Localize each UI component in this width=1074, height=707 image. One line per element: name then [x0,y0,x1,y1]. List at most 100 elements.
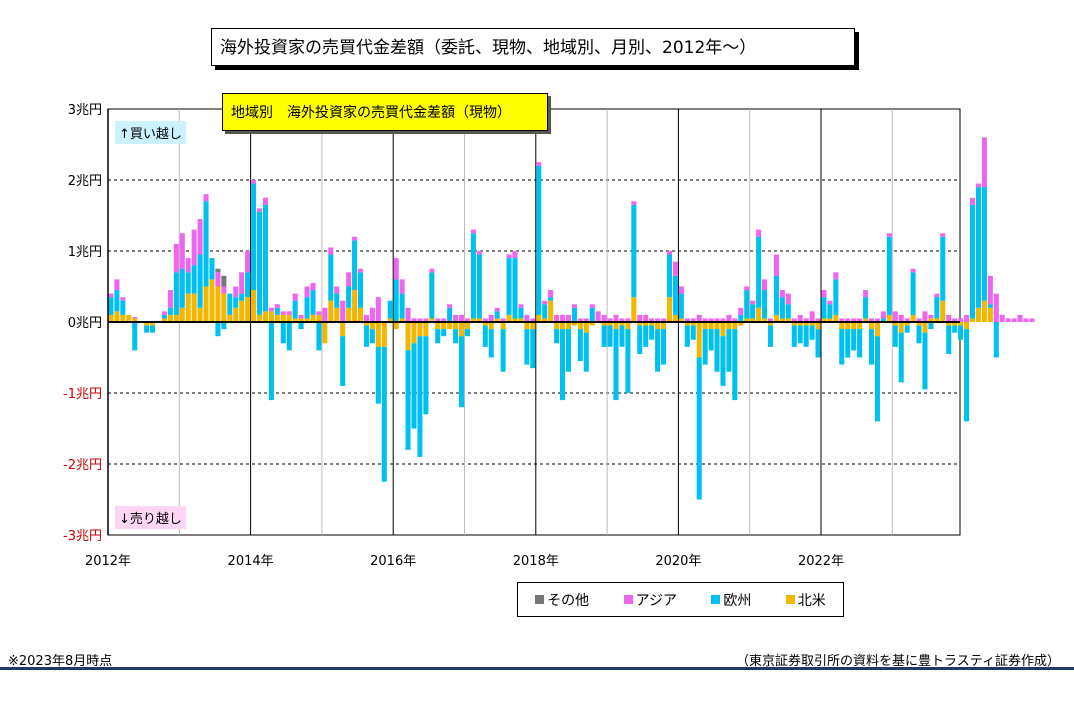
bar-segment [969,204,976,319]
buy-annotation: ↑買い越し [115,121,186,144]
bar-segment [488,329,494,358]
bar-segment [809,322,815,326]
bar-segment [791,322,797,326]
bar-segment [845,329,851,358]
bar-segment [494,318,500,322]
bar-segment [191,293,197,322]
bar-segment [613,314,619,322]
bar-segment [708,322,714,330]
bar-segment [132,322,138,351]
bar-segment [583,332,589,372]
bar-segment [191,229,197,266]
bar-segment [221,293,227,322]
bar-segment [999,314,1005,322]
y-tick-label: 2兆円 [68,174,102,189]
bar-segment [340,322,346,337]
bar-segment [470,233,476,319]
bar-segment [833,314,839,322]
bar-segment [666,297,673,322]
bar-segment [262,197,268,205]
bar-segment [548,300,554,322]
bar-segment [708,318,714,322]
bar-segment [227,314,233,322]
bar-segment [554,322,560,330]
bar-segment [524,314,530,322]
bar-segment [643,314,649,322]
bar-segment [702,318,708,322]
bar-segment [767,325,774,347]
bar-segment [518,318,524,322]
bar-segment [868,322,875,330]
bar-segment [506,254,512,259]
bar-segment [464,322,470,330]
bar-segment [619,325,625,347]
bar-segment [316,311,322,315]
bar-segment [827,318,833,322]
bar-segment [352,240,358,291]
bar-segment [857,318,863,322]
bar-segment [417,322,423,337]
bar-segment [975,187,981,308]
chart-subtitle: 地域別 海外投資家の売買代金差額（現物） [222,93,548,131]
bar-segment [661,322,667,330]
bar-segment [245,297,251,322]
bar-segment [625,322,631,330]
bar-segment [851,318,857,322]
y-tick-label: -2兆円 [63,458,102,473]
bar-segment [928,322,934,330]
bar-segment [934,293,940,298]
bar-segment [251,290,257,322]
bar-segment [720,336,726,386]
x-tick-label: 2020年 [655,554,701,569]
legend-label-europe: 欧州 [723,592,752,609]
bar-segment [631,204,637,298]
bar-segment [809,325,815,340]
bar-segment [708,329,714,351]
bar-segment [904,318,910,322]
bar-segment [316,322,322,351]
legend-item-other: その他 [535,590,589,610]
bar-segment [405,307,411,322]
bar-segment [512,318,518,322]
bar-segment [619,318,625,322]
bar-segment [981,187,987,301]
bar-segment [357,307,364,322]
bar-segment [666,251,673,255]
bar-segment [108,314,114,322]
bar-segment [672,314,678,322]
legend-item-north-america: 北米 [785,590,826,610]
bar-segment [762,318,768,322]
bar-segment [631,201,637,205]
bar-segment [435,318,441,322]
bar-segment [1017,314,1023,322]
bar-segment [779,290,785,298]
bar-segment [696,314,702,322]
bar-segment [684,325,690,347]
bar-segment [1011,318,1017,322]
bar-segment [560,329,566,401]
bar-segment [827,304,833,319]
bar-segment [441,318,447,322]
bar-segment [215,286,221,322]
bar-segment [613,329,619,401]
bar-segment [785,318,791,322]
bar-segment [215,272,221,287]
bar-segment [934,318,940,322]
chart-legend: その他 アジア 欧州 北米 [517,582,844,617]
bar-segment [952,322,958,326]
bar-segment [464,318,470,322]
bar-segment [459,322,465,337]
bar-segment [732,318,738,322]
bar-segment [815,318,821,322]
bar-segment [981,137,987,188]
bar-segment [334,293,340,308]
bar-segment [435,322,441,330]
bar-segment [946,314,952,322]
bar-segment [352,236,358,241]
bar-segment [500,322,506,330]
bar-segment [357,268,364,273]
bar-segment [393,258,399,280]
bar-segment [108,293,114,298]
bar-segment [459,336,465,408]
